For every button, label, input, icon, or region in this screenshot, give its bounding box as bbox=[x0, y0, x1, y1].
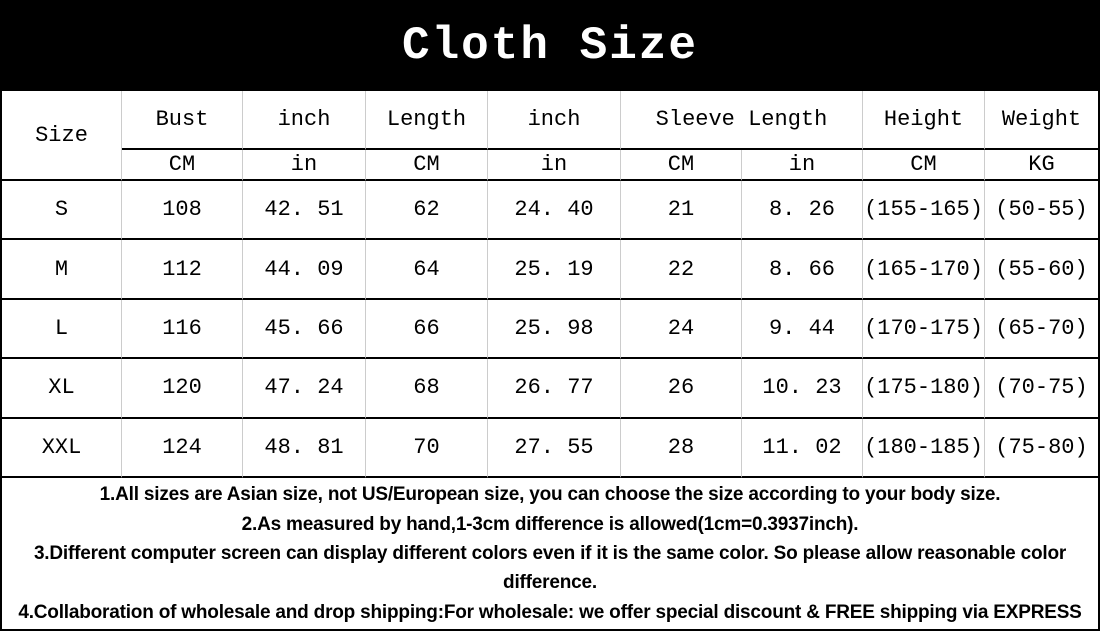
data-cell: 25. 19 bbox=[488, 240, 621, 300]
data-cell: 10. 23 bbox=[742, 359, 863, 419]
data-cell: 21 bbox=[621, 181, 742, 241]
data-cell: 26 bbox=[621, 359, 742, 419]
unit-header-sleeve-cm: CM bbox=[621, 150, 742, 181]
data-cell: (170-175) bbox=[863, 299, 985, 360]
column-header-height: Height bbox=[863, 91, 985, 150]
title-bar: Cloth Size bbox=[0, 0, 1100, 91]
data-cell: 24. 40 bbox=[488, 181, 621, 241]
data-cell: 27. 55 bbox=[488, 418, 621, 478]
data-cell: 124 bbox=[122, 418, 243, 478]
data-cell: 28 bbox=[621, 418, 742, 478]
size-cell: S bbox=[2, 181, 122, 241]
data-cell: (180-185) bbox=[863, 418, 985, 478]
size-table: Size Bust inch Length inch Sleeve Length… bbox=[0, 91, 1100, 478]
data-cell: 68 bbox=[366, 359, 488, 419]
column-header-bust: Bust bbox=[122, 91, 243, 150]
data-cell: 45. 66 bbox=[243, 299, 366, 360]
size-cell: XL bbox=[2, 359, 122, 419]
data-cell: 8. 66 bbox=[742, 240, 863, 300]
column-header-size: Size bbox=[2, 91, 122, 181]
column-header-length: Length bbox=[366, 91, 488, 150]
data-cell: (175-180) bbox=[863, 359, 985, 419]
column-header-bust-inch: inch bbox=[243, 91, 366, 150]
unit-header-height-cm: CM bbox=[863, 150, 985, 181]
data-cell: 70 bbox=[366, 418, 488, 478]
data-cell: 66 bbox=[366, 299, 488, 360]
unit-header-sleeve-in: in bbox=[742, 150, 863, 181]
note-line-1: 1.All sizes are Asian size, not US/Europ… bbox=[99, 484, 1001, 506]
data-cell: (65-70) bbox=[985, 300, 1098, 360]
unit-header-bust-cm: CM bbox=[122, 150, 243, 181]
data-cell: 62 bbox=[366, 181, 488, 241]
data-cell: (75-80) bbox=[985, 419, 1098, 478]
data-cell: 8. 26 bbox=[742, 181, 863, 241]
column-header-length-inch: inch bbox=[488, 91, 621, 150]
data-cell: 22 bbox=[621, 240, 742, 300]
data-cell: (50-55) bbox=[985, 181, 1098, 241]
data-cell: 24 bbox=[621, 299, 742, 360]
unit-header-bust-in: in bbox=[243, 150, 366, 181]
size-cell: M bbox=[2, 240, 122, 300]
data-cell: 9. 44 bbox=[742, 299, 863, 360]
notes-section: 1.All sizes are Asian size, not US/Europ… bbox=[0, 478, 1100, 631]
data-cell: 64 bbox=[366, 240, 488, 300]
data-cell: 48. 81 bbox=[243, 418, 366, 478]
note-line-3: 3.Different computer screen can display … bbox=[33, 543, 1067, 594]
data-cell: (70-75) bbox=[985, 359, 1098, 419]
data-cell: 112 bbox=[122, 240, 243, 300]
note-line-4: 4.Collaboration of wholesale and drop sh… bbox=[18, 601, 1082, 623]
data-cell: 42. 51 bbox=[243, 181, 366, 241]
data-cell: 47. 24 bbox=[243, 359, 366, 419]
page-title: Cloth Size bbox=[401, 19, 699, 72]
unit-header-weight-kg: KG bbox=[985, 150, 1098, 181]
data-cell: 26. 77 bbox=[488, 359, 621, 419]
data-cell: 11. 02 bbox=[742, 418, 863, 478]
column-header-sleeve-length: Sleeve Length bbox=[621, 91, 863, 150]
data-cell: 25. 98 bbox=[488, 299, 621, 360]
data-cell: (55-60) bbox=[985, 240, 1098, 300]
data-cell: 120 bbox=[122, 359, 243, 419]
size-cell: L bbox=[2, 299, 122, 360]
unit-header-length-in: in bbox=[488, 150, 621, 181]
size-cell: XXL bbox=[2, 418, 122, 478]
data-cell: 108 bbox=[122, 181, 243, 241]
data-cell: 116 bbox=[122, 299, 243, 360]
data-cell: (155-165) bbox=[863, 181, 985, 241]
data-cell: 44. 09 bbox=[243, 240, 366, 300]
data-cell: (165-170) bbox=[863, 240, 985, 300]
column-header-weight: Weight bbox=[985, 91, 1098, 150]
note-line-2: 2.As measured by hand,1-3cm difference i… bbox=[241, 513, 859, 535]
unit-header-length-cm: CM bbox=[366, 150, 488, 181]
